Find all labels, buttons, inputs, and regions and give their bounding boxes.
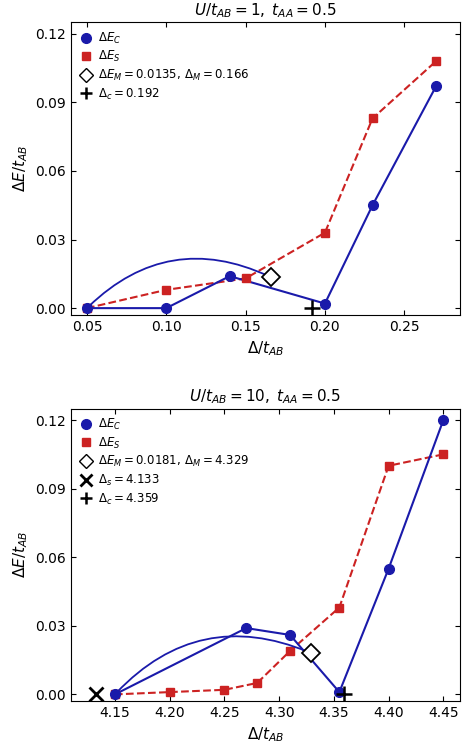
Legend: $\Delta E_C$, $\Delta E_S$, $\Delta E_M = 0.0181,\,\Delta_M = 4.329$, $\Delta_s : $\Delta E_C$, $\Delta E_S$, $\Delta E_M … [77,415,252,509]
X-axis label: $\Delta/t_{AB}$: $\Delta/t_{AB}$ [246,339,284,358]
Y-axis label: $\Delta E/t_{AB}$: $\Delta E/t_{AB}$ [11,145,30,192]
Title: $U/t_{AB} = 1,\; t_{AA} = 0.5$: $U/t_{AB} = 1,\; t_{AA} = 0.5$ [194,1,337,20]
Y-axis label: $\Delta E/t_{AB}$: $\Delta E/t_{AB}$ [11,531,30,578]
Title: $U/t_{AB} = 10,\; t_{AA} = 0.5$: $U/t_{AB} = 10,\; t_{AA} = 0.5$ [190,388,341,407]
X-axis label: $\Delta/t_{AB}$: $\Delta/t_{AB}$ [246,726,284,745]
Legend: $\Delta E_C$, $\Delta E_S$, $\Delta E_M = 0.0135,\,\Delta_M = 0.166$, $\Delta_c : $\Delta E_C$, $\Delta E_S$, $\Delta E_M … [77,28,252,104]
